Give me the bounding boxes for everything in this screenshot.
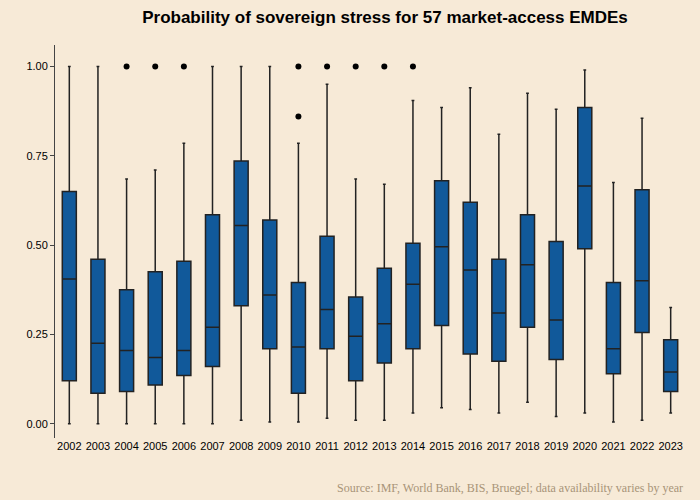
svg-text:2005: 2005 [143,440,167,452]
svg-text:2023: 2023 [658,440,682,452]
svg-text:2006: 2006 [172,440,196,452]
svg-text:2009: 2009 [258,440,282,452]
svg-text:2002: 2002 [57,440,81,452]
svg-text:Probability of sovereign stres: Probability of sovereign stress for 57 m… [142,8,628,27]
svg-text:2014: 2014 [401,440,425,452]
svg-text:0.25: 0.25 [26,328,47,340]
svg-text:2013: 2013 [372,440,396,452]
svg-text:2011: 2011 [315,440,339,452]
svg-text:2003: 2003 [86,440,110,452]
svg-text:2008: 2008 [229,440,253,452]
svg-text:2021: 2021 [601,440,625,452]
svg-text:0.50: 0.50 [26,239,47,251]
svg-text:0.75: 0.75 [26,150,47,162]
svg-text:0.00: 0.00 [26,418,47,430]
svg-text:2017: 2017 [487,440,511,452]
svg-text:1.00: 1.00 [26,60,47,72]
svg-text:2020: 2020 [573,440,597,452]
svg-text:2010: 2010 [286,440,310,452]
svg-text:2016: 2016 [458,440,482,452]
svg-text:2004: 2004 [114,440,138,452]
svg-text:2012: 2012 [343,440,367,452]
svg-text:2015: 2015 [429,440,453,452]
svg-text:2019: 2019 [544,440,568,452]
svg-text:2022: 2022 [630,440,654,452]
svg-text:Source: IMF, World Bank, BIS,: Source: IMF, World Bank, BIS, Bruegel; d… [337,481,683,495]
svg-text:2018: 2018 [515,440,539,452]
svg-text:2007: 2007 [200,440,224,452]
